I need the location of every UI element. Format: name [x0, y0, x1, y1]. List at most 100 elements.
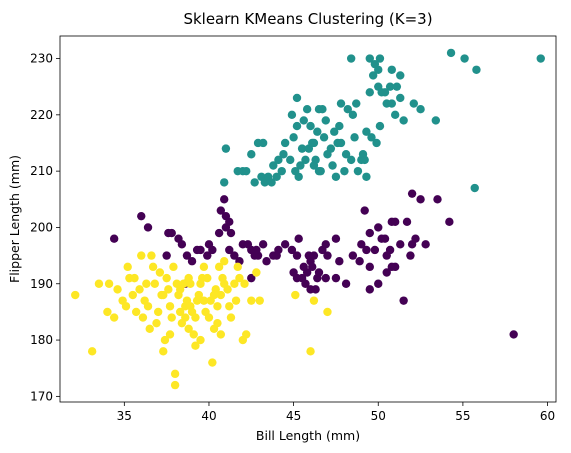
y-tick-label: 200	[30, 220, 53, 234]
scatter-point-cluster-2-42	[194, 290, 204, 300]
scatter-point-cluster-1-92	[309, 161, 319, 170]
scatter-point-cluster-0-95	[387, 262, 396, 272]
scatter-point-cluster-0-72	[272, 251, 281, 260]
scatter-point-cluster-1-49	[368, 71, 378, 80]
chart-title: Sklearn KMeans Clustering (K=3)	[183, 10, 432, 28]
scatter-point-cluster-0-7	[187, 257, 197, 266]
scatter-point-cluster-1-67	[472, 65, 481, 74]
scatter-point-cluster-1-91	[396, 71, 405, 80]
scatter-point-cluster-1-58	[390, 110, 400, 120]
scatter-point-cluster-2-7	[123, 262, 132, 272]
scatter-point-cluster-2-86	[191, 313, 200, 322]
scatter-point-cluster-2-45	[199, 262, 209, 272]
scatter-point-cluster-1-20	[297, 144, 307, 153]
scatter-point-cluster-1-57	[387, 65, 396, 74]
scatter-point-cluster-1-65	[446, 48, 456, 58]
scatter-point-cluster-2-76	[220, 279, 229, 288]
scatter-point-cluster-2-73	[155, 268, 165, 277]
x-tick-label: 60	[540, 409, 555, 423]
scatter-point-cluster-1-72	[374, 65, 383, 74]
scatter-point-cluster-0-67	[509, 330, 518, 339]
scatter-point-cluster-0-87	[385, 245, 395, 255]
y-tick-label: 180	[30, 333, 53, 347]
scatter-point-cluster-1-82	[331, 172, 341, 181]
scatter-point-cluster-0-18	[225, 245, 234, 255]
scatter-point-cluster-1-19	[296, 161, 305, 170]
scatter-point-cluster-1-42	[353, 166, 363, 176]
scatter-point-cluster-2-72	[142, 279, 151, 288]
scatter-point-cluster-2-52	[213, 302, 222, 311]
scatter-point-cluster-2-9	[128, 290, 137, 300]
scatter-point-cluster-0-84	[247, 273, 256, 283]
scatter-point-cluster-0-27	[262, 257, 271, 266]
scatter-point-cluster-1-66	[460, 54, 469, 63]
scatter-point-cluster-2-71	[130, 273, 139, 283]
scatter-point-cluster-0-82	[407, 189, 417, 198]
scatter-point-cluster-2-27	[170, 369, 180, 379]
plot-frame	[59, 35, 557, 403]
scatter-point-cluster-1-29	[316, 166, 325, 176]
scatter-point-cluster-0-31	[287, 245, 297, 255]
scatter-point-cluster-2-67	[306, 347, 315, 356]
scatter-point-cluster-1-87	[302, 105, 312, 114]
scatter-point-cluster-1-83	[372, 138, 381, 148]
scatter-point-cluster-0-53	[374, 223, 383, 232]
scatter-point-cluster-2-92	[213, 318, 222, 328]
scatter-point-cluster-1-60	[396, 93, 405, 103]
scatter-point-cluster-2-59	[230, 279, 239, 288]
scatter-point-cluster-1-22	[301, 155, 310, 165]
scatter-point-cluster-0-47	[331, 273, 341, 283]
scatter-point-cluster-0-49	[357, 240, 366, 249]
scatter-point-cluster-2-23	[164, 285, 173, 294]
scatter-point-cluster-1-59	[392, 82, 402, 91]
scatter-point-cluster-0-75	[331, 234, 341, 243]
scatter-point-cluster-2-53	[214, 262, 224, 272]
scatter-point-cluster-0-79	[382, 268, 391, 277]
scatter-point-cluster-0-0	[137, 211, 146, 221]
scatter-point-cluster-1-39	[346, 155, 356, 165]
x-axis-label: Bill Length (mm)	[256, 428, 360, 443]
scatter-point-cluster-0-3	[167, 228, 176, 238]
scatter-point-cluster-0-51	[365, 262, 374, 272]
scatter-point-cluster-2-17	[148, 262, 158, 272]
scatter-point-cluster-2-47	[204, 313, 214, 322]
scatter-point-cluster-2-94	[203, 273, 212, 283]
y-axis: 170 180 190 200 210 220 230	[30, 52, 60, 403]
points-layer	[71, 48, 545, 390]
scatter-point-cluster-0-52	[370, 245, 380, 255]
scatter-point-cluster-0-71	[252, 245, 261, 255]
scatter-point-cluster-0-81	[399, 296, 408, 305]
y-tick-label: 230	[30, 52, 53, 66]
scatter-point-cluster-0-45	[321, 273, 330, 283]
scatter-point-cluster-2-16	[147, 251, 156, 260]
scatter-point-cluster-2-10	[131, 307, 141, 317]
scatter-point-cluster-0-58	[390, 217, 400, 227]
scatter-point-cluster-1-10	[269, 161, 278, 170]
scatter-point-cluster-2-68	[309, 296, 319, 305]
scatter-point-cluster-2-21	[159, 347, 168, 356]
scatter-point-cluster-2-89	[240, 279, 249, 288]
scatter-point-cluster-0-5	[177, 240, 187, 249]
scatter-point-cluster-0-65	[433, 195, 442, 204]
scatter-point-cluster-1-38	[343, 105, 352, 114]
scatter-point-cluster-2-5	[113, 285, 122, 294]
scatter-point-cluster-0-70	[226, 228, 236, 238]
scatter-point-cluster-1-75	[287, 110, 297, 120]
scatter-point-cluster-1-30	[319, 133, 329, 142]
scatter-point-cluster-2-95	[175, 285, 185, 294]
scatter-point-cluster-0-62	[411, 234, 420, 243]
scatter-point-cluster-2-12	[137, 251, 146, 260]
scatter-point-cluster-1-90	[387, 99, 396, 108]
scatter-point-cluster-1-25	[309, 138, 319, 148]
scatter-point-cluster-0-76	[341, 279, 351, 288]
scatter-point-cluster-1-47	[365, 88, 374, 97]
scatter-point-cluster-2-63	[242, 330, 251, 339]
scatter-point-cluster-2-60	[231, 296, 241, 305]
scatter-point-cluster-2-4	[109, 313, 119, 322]
scatter-point-cluster-0-26	[258, 240, 268, 249]
scatter-point-cluster-2-40	[191, 341, 200, 350]
scatter-point-cluster-2-54	[216, 290, 226, 300]
scatter-point-cluster-1-88	[279, 150, 288, 159]
scatter-point-cluster-0-74	[321, 240, 330, 249]
